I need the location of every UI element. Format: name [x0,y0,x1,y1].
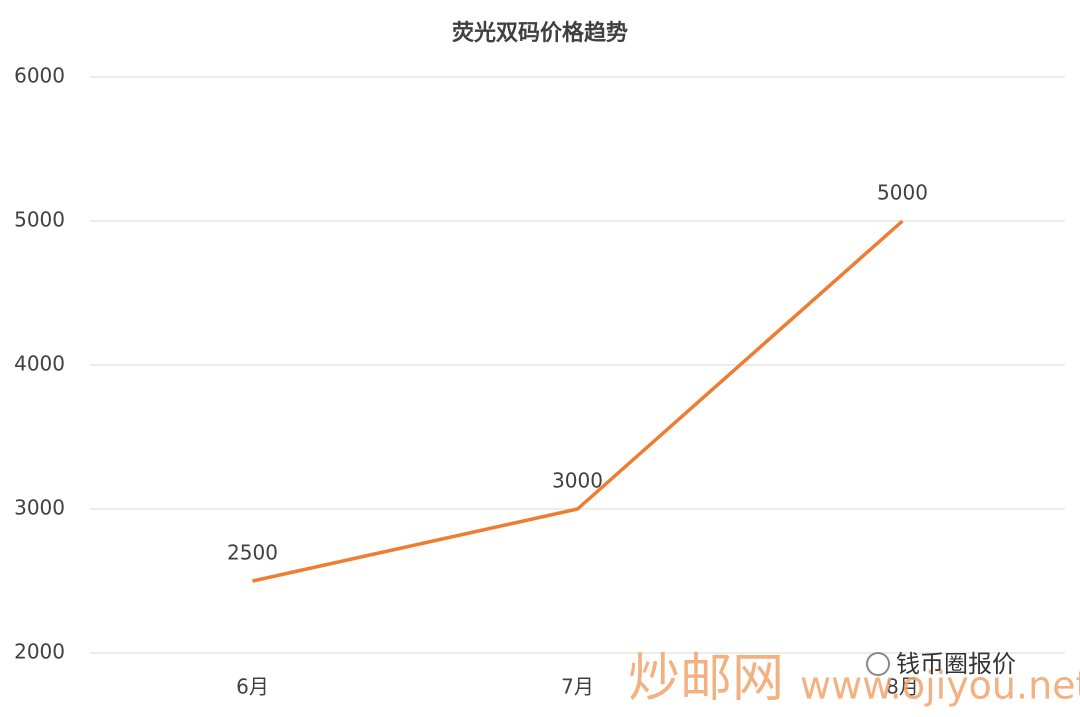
y-tick-label: 4000 [14,352,65,376]
data-label: 3000 [552,469,603,493]
x-tick-label: 7月 [561,675,594,699]
x-tick-label: 8月 [886,675,919,699]
y-tick-label: 3000 [14,496,65,520]
line [252,219,904,583]
x-tick-label: 6月 [236,675,269,699]
watermark: 钱币圈报价 [896,650,1016,678]
y-tick-label: 2000 [14,640,65,664]
data-label: 2500 [227,541,278,565]
y-tick-label: 5000 [14,208,65,232]
watermark: www.ojiyou.net [800,664,1080,708]
y-tick-label: 6000 [14,64,65,88]
data-label: 5000 [877,181,928,205]
watermark-icon [866,652,890,676]
watermark: 炒邮网 [628,649,784,709]
chart-title: 荧光双码价格趋势 [452,20,628,46]
